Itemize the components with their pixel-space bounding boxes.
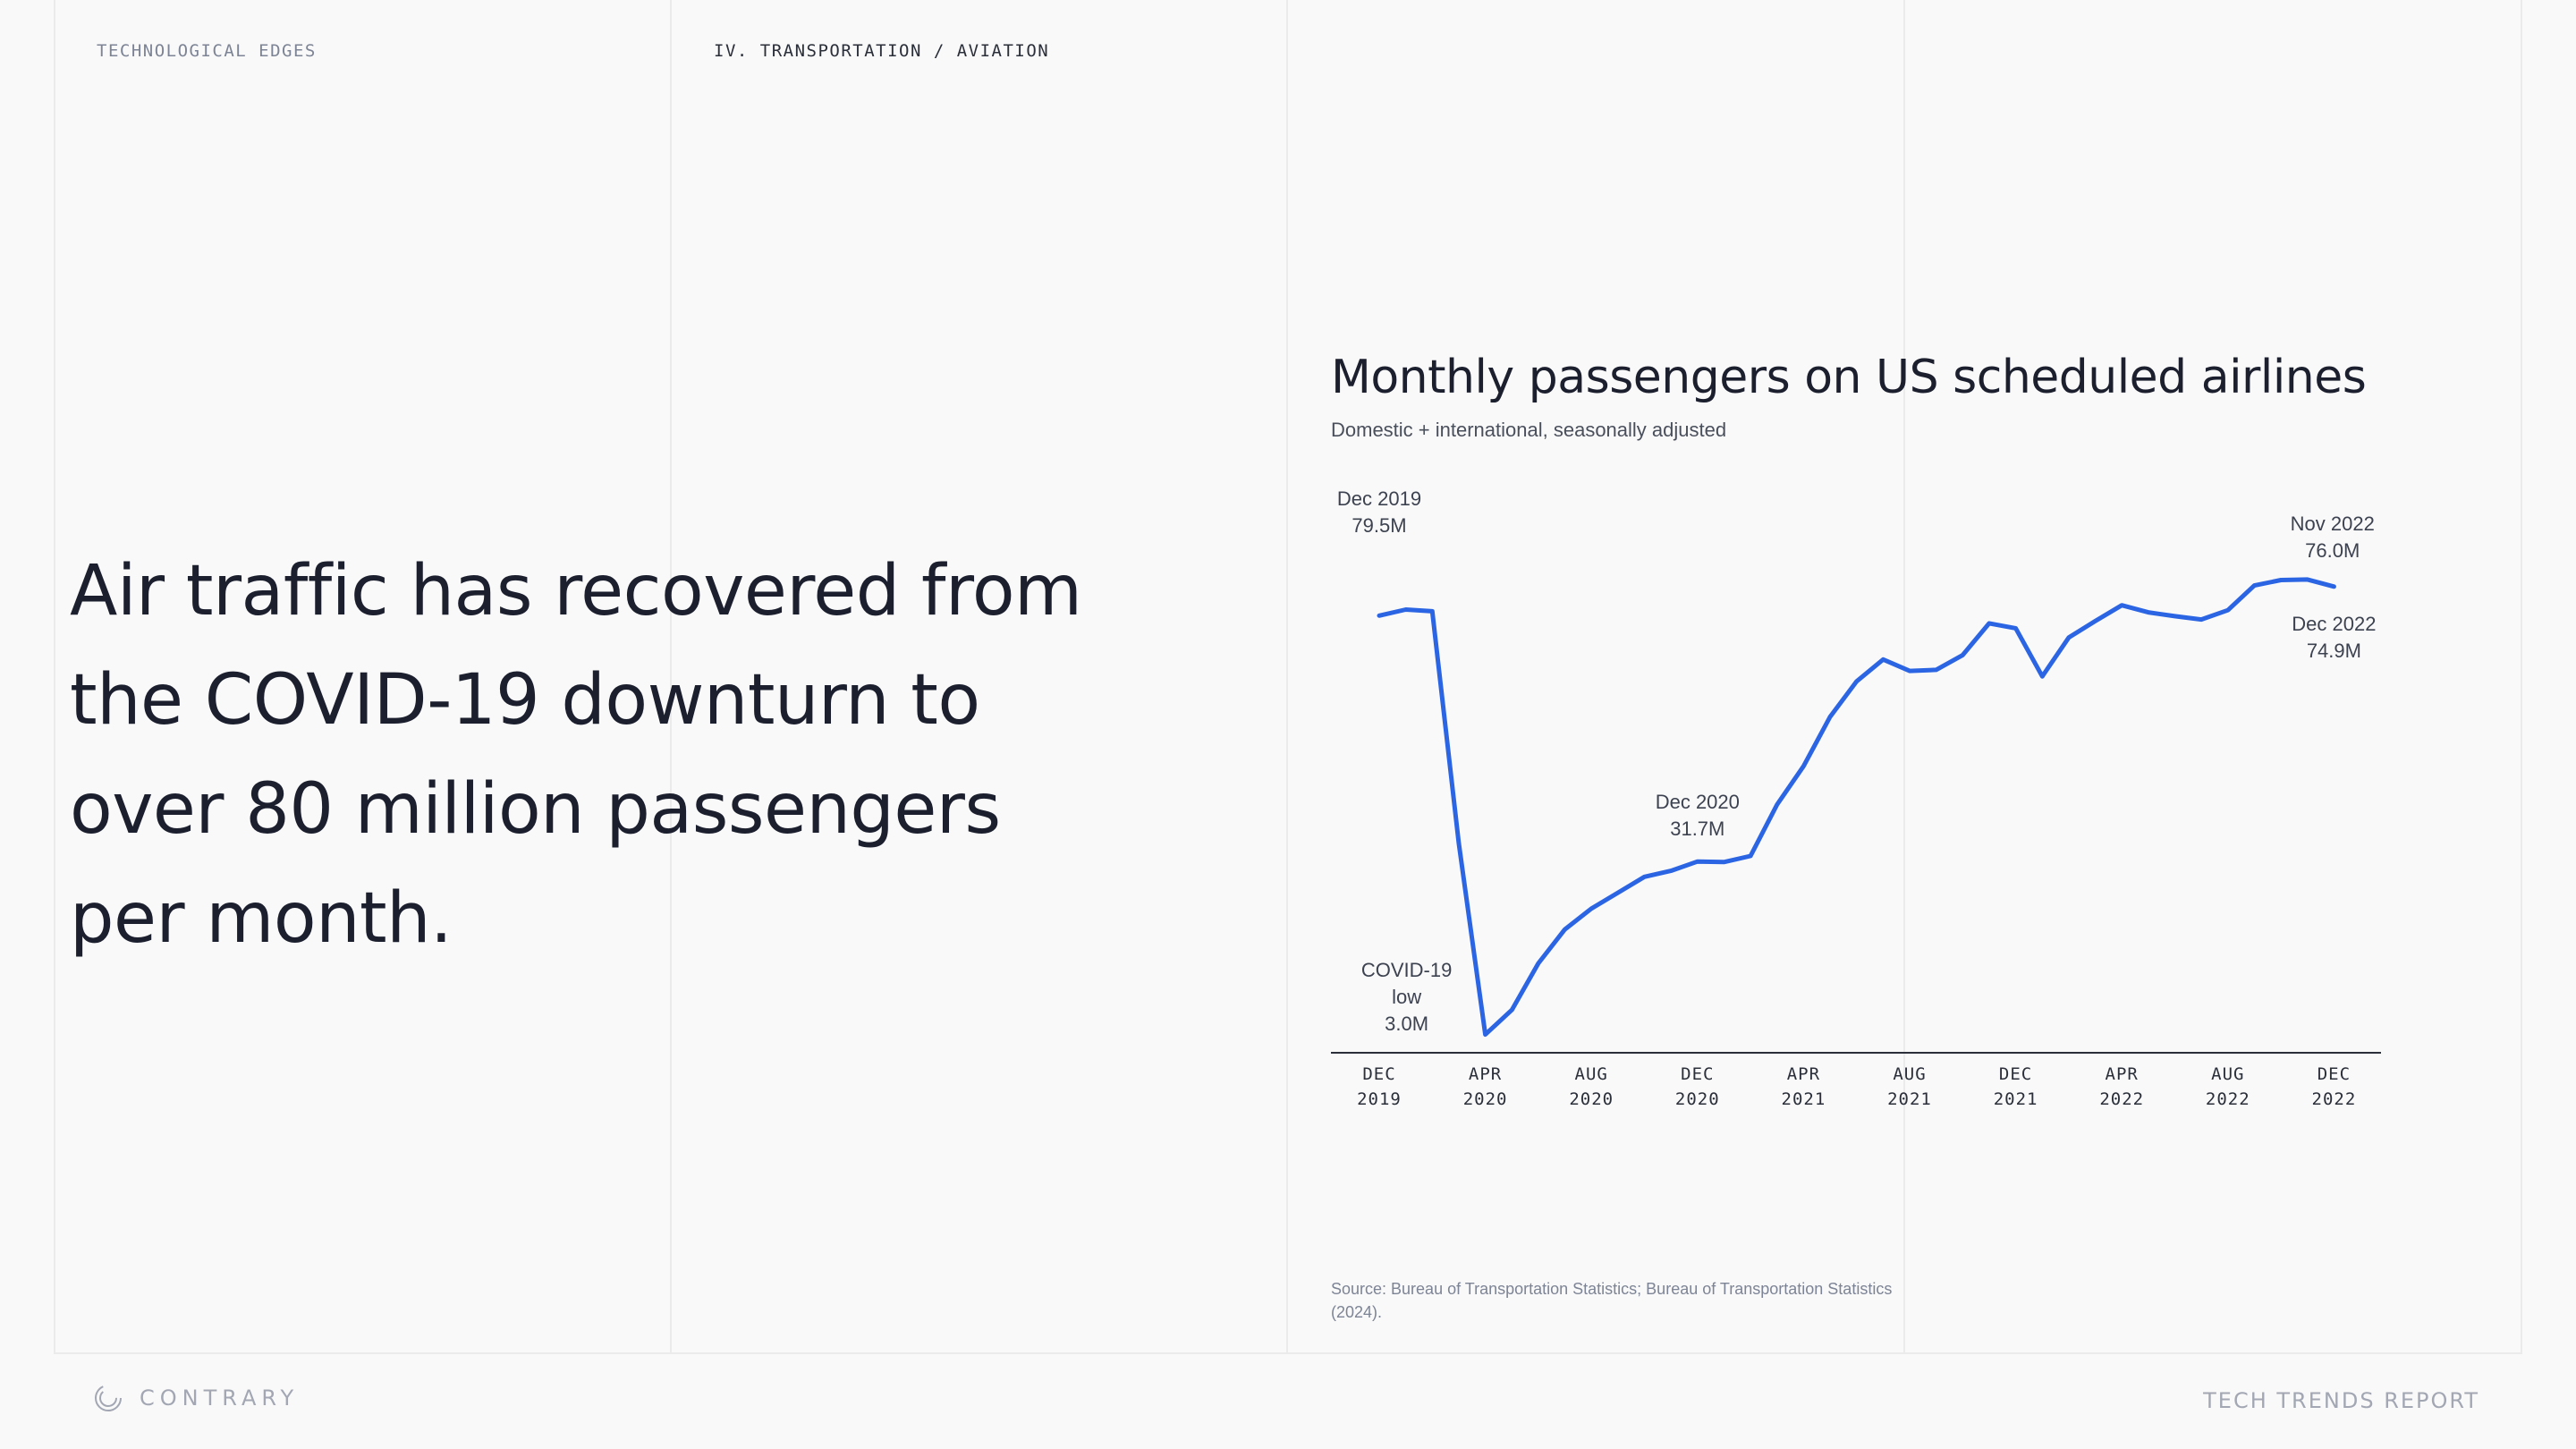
- line-chart: DEC 2019 APR 2020 AUG 2020 DEC 2020 APR 2021 AUG 20…: [1331, 487, 2381, 1109]
- annotation-line: 3.0M: [1385, 1013, 1428, 1035]
- data-annotation: Nov 2022 76.0M: [2291, 513, 2375, 562]
- x-tick-label: AUG 2021: [1887, 1064, 1932, 1109]
- report-name: TECH TRENDS REPORT: [2203, 1388, 2479, 1413]
- x-tick-label: DEC 2021: [1994, 1064, 2038, 1109]
- grid-divider: [54, 0, 55, 1352]
- x-tick-month: DEC: [1362, 1064, 1395, 1084]
- annotation-line: 74.9M: [2307, 640, 2361, 662]
- x-tick-month: AUG: [1575, 1064, 1608, 1084]
- x-tick-year: 2022: [2206, 1089, 2250, 1109]
- x-tick-month: AUG: [1893, 1064, 1926, 1084]
- annotation-line: 31.7M: [1670, 818, 1724, 840]
- x-tick-year: 2021: [1782, 1089, 1826, 1109]
- annotation-line: low: [1392, 986, 1421, 1008]
- annotation-line: Dec 2019: [1337, 487, 1421, 510]
- x-tick-label: DEC 2022: [2312, 1064, 2357, 1109]
- series-line: [1377, 577, 2336, 1038]
- x-tick-label: APR 2021: [1782, 1064, 1826, 1109]
- x-tick-month: APR: [1787, 1064, 1820, 1084]
- contrary-logo-icon: [95, 1385, 122, 1411]
- data-annotation: COVID-19 low 3.0M: [1361, 959, 1452, 1035]
- x-tick-label: APR 2020: [1463, 1064, 1508, 1109]
- x-tick-label: DEC 2019: [1357, 1064, 1402, 1109]
- x-tick-year: 2022: [2312, 1089, 2357, 1109]
- x-tick-year: 2020: [1463, 1089, 1508, 1109]
- brand-logo: CONTRARY: [93, 1383, 299, 1413]
- grid-divider: [670, 0, 672, 1352]
- x-tick-month: DEC: [1999, 1064, 2032, 1084]
- annotation-line: COVID-19: [1361, 959, 1452, 981]
- section-label: TECHNOLOGICAL EDGES: [97, 41, 317, 61]
- x-tick-month: DEC: [2318, 1064, 2351, 1084]
- x-tick-year: 2020: [1675, 1089, 1720, 1109]
- x-tick-year: 2020: [1569, 1089, 1614, 1109]
- x-tick-label: AUG 2022: [2206, 1064, 2250, 1109]
- annotation-line: 79.5M: [1352, 514, 1406, 537]
- x-tick-label: APR 2022: [2099, 1064, 2144, 1109]
- grid-divider: [1286, 0, 1288, 1352]
- x-tick-month: DEC: [1681, 1064, 1714, 1084]
- annotation-line: Nov 2022: [2291, 513, 2375, 535]
- headline: Air traffic has recovered from the COVID…: [70, 551, 1082, 959]
- x-tick-label: AUG 2020: [1569, 1064, 1614, 1109]
- chart-subtitle: Domestic + international, seasonally adj…: [1331, 419, 1727, 441]
- breadcrumb: IV. TRANSPORTATION / AVIATION: [714, 41, 1050, 61]
- footer-divider: [54, 1352, 2522, 1354]
- annotation-line: Dec 2022: [2292, 613, 2376, 635]
- data-annotation: Dec 2020 31.7M: [1656, 791, 1740, 840]
- data-annotation: Dec 2019 79.5M: [1337, 487, 1421, 537]
- grid-divider: [2521, 0, 2522, 1352]
- x-tick-year: 2021: [1887, 1089, 1932, 1109]
- x-tick-month: APR: [2106, 1064, 2139, 1084]
- x-tick-label: DEC 2020: [1675, 1064, 1720, 1109]
- x-tick-year: 2019: [1357, 1089, 1402, 1109]
- annotation-line: Dec 2020: [1656, 791, 1740, 813]
- data-annotation: Dec 2022 74.9M: [2292, 613, 2376, 662]
- chart-title: Monthly passengers on US scheduled airli…: [1331, 351, 2367, 404]
- brand-name: CONTRARY: [140, 1385, 300, 1411]
- x-tick-year: 2022: [2099, 1089, 2144, 1109]
- x-tick-month: AUG: [2211, 1064, 2244, 1084]
- grid-divider: [1903, 0, 1905, 1352]
- x-tick-month: APR: [1469, 1064, 1502, 1084]
- source-note: Source: Bureau of Transportation Statist…: [1331, 1280, 1893, 1321]
- x-tick-year: 2021: [1994, 1089, 2038, 1109]
- annotation-line: 76.0M: [2305, 539, 2360, 562]
